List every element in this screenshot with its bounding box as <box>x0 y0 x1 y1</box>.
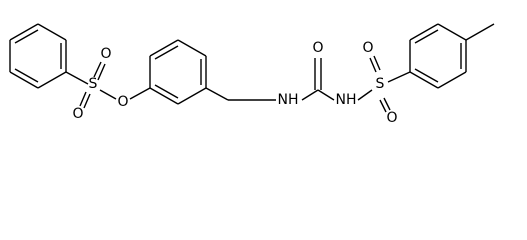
atom-label: O <box>386 110 397 126</box>
atom-label: S <box>89 76 98 92</box>
atom-label: O <box>362 40 373 56</box>
atom-labels: S O O O NH O NH S O O <box>72 40 397 126</box>
atom-label: O <box>100 46 111 62</box>
atom-label: S <box>376 76 385 92</box>
atom-label: O <box>117 94 128 110</box>
molecule-diagram: S O O O NH O NH S O O <box>9 23 495 126</box>
atom-label: O <box>312 40 323 56</box>
atom-label: NH <box>336 92 357 108</box>
atom-label: NH <box>278 92 299 108</box>
bonds <box>9 23 495 113</box>
atom-label: O <box>72 106 83 122</box>
